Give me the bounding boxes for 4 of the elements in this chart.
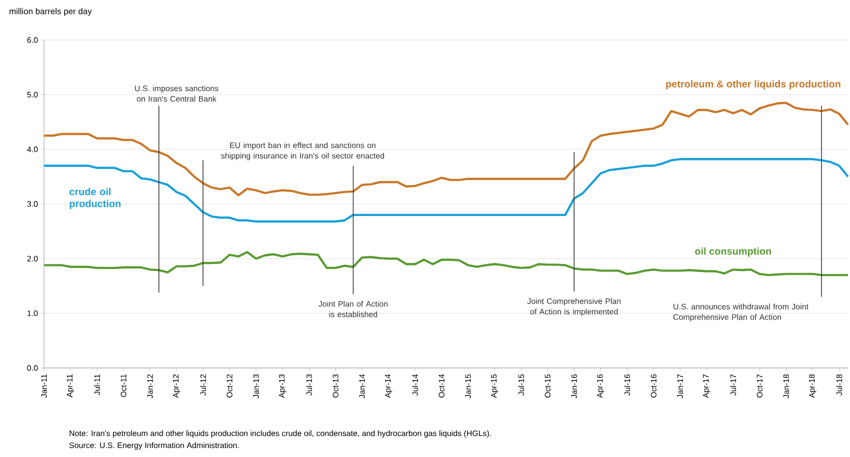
series-label: crude oil production: [70, 188, 121, 210]
y-axis-title: million barrels per day: [10, 8, 92, 16]
series-label: oil consumption: [695, 247, 771, 257]
text: petroleum & other liquids production: [666, 80, 840, 90]
